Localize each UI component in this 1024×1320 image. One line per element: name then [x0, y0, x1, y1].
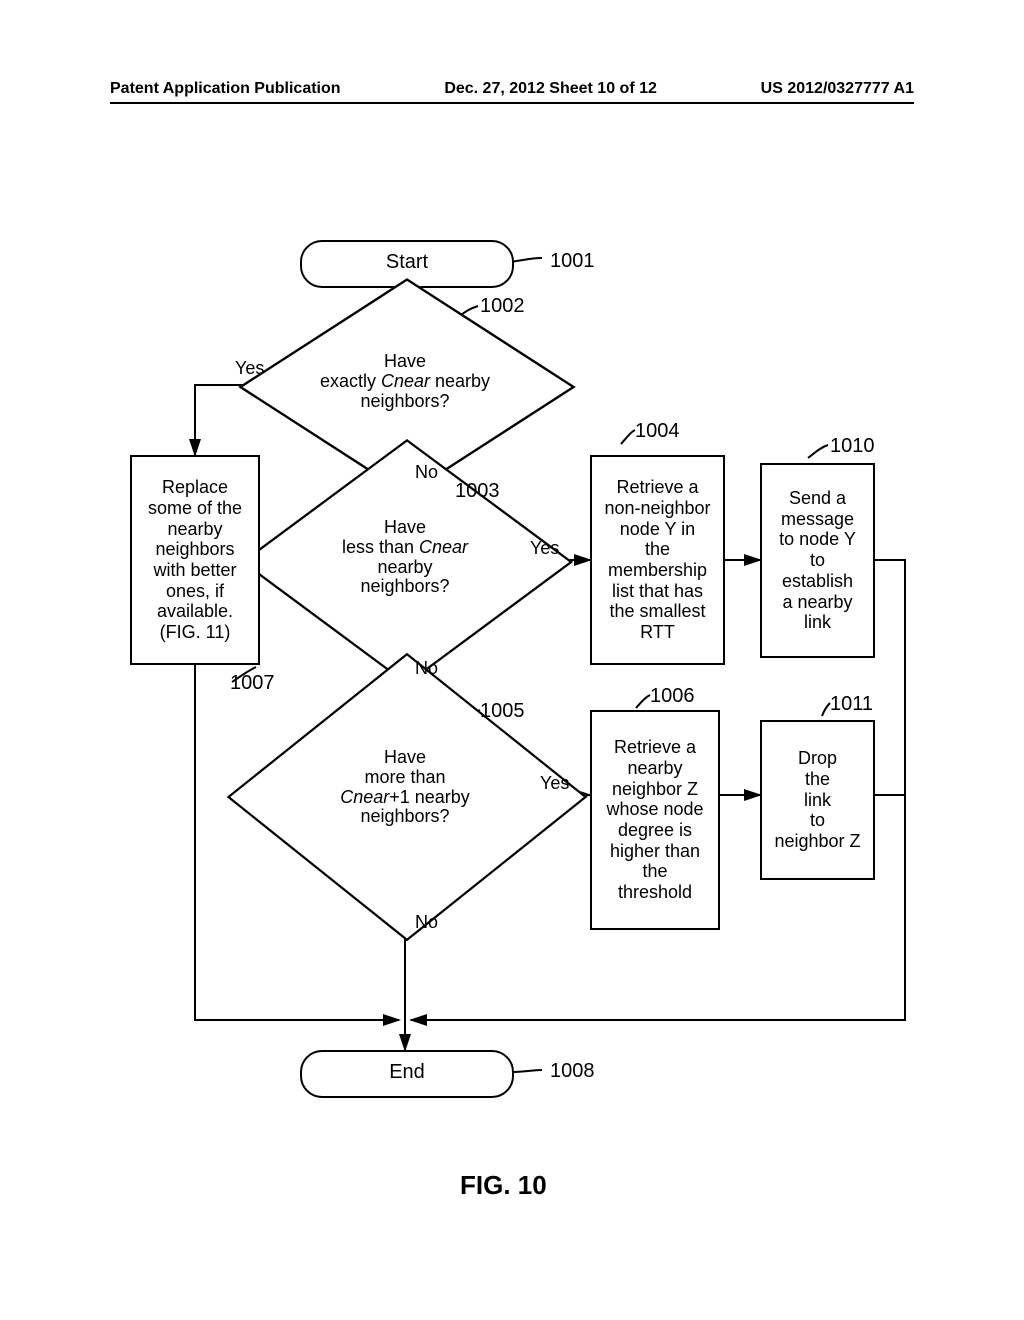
terminal-end: End: [300, 1050, 514, 1098]
ref-1010: 1010: [830, 435, 875, 458]
ref-1002: 1002: [480, 295, 525, 318]
terminal-start-label: Start: [386, 251, 428, 273]
page: Patent Application Publication Dec. 27, …: [0, 0, 1024, 1320]
ref-1003: 1003: [455, 480, 500, 503]
label-no-1005: No: [415, 912, 438, 933]
process-1006: Retrieve anearbyneighbor Zwhose nodedegr…: [590, 710, 720, 930]
label-yes-1002: Yes: [235, 358, 264, 379]
process-1010-text: Send amessageto node Ytoestablisha nearb…: [779, 488, 856, 633]
label-no-1003: No: [415, 658, 438, 679]
process-1007: Replacesome of thenearbyneighborswith be…: [130, 455, 260, 665]
process-1006-text: Retrieve anearbyneighbor Zwhose nodedegr…: [606, 737, 703, 903]
label-no-1002: No: [415, 462, 438, 483]
flowchart: Start /* replace the two diamond layers …: [110, 240, 914, 1140]
process-1004-text: Retrieve anon-neighbornode Y inthemember…: [604, 477, 710, 643]
header-right: US 2012/0327777 A1: [761, 80, 914, 98]
ref-1004: 1004: [635, 420, 680, 443]
process-1007-text: Replacesome of thenearbyneighborswith be…: [148, 477, 242, 643]
page-header: Patent Application Publication Dec. 27, …: [0, 80, 1024, 104]
process-1004: Retrieve anon-neighbornode Y inthemember…: [590, 455, 725, 665]
ref-1006: 1006: [650, 685, 695, 708]
ref-1007: 1007: [230, 672, 275, 695]
header-left: Patent Application Publication: [110, 80, 341, 98]
ref-1001: 1001: [550, 250, 595, 273]
process-1011-text: Dropthelinktoneighbor Z: [774, 748, 860, 851]
ref-1011: 1011: [830, 693, 873, 716]
process-1011: Dropthelinktoneighbor Z: [760, 720, 875, 880]
label-yes-1005: Yes: [540, 773, 569, 794]
figure-caption: FIG. 10: [460, 1170, 547, 1201]
decision-1005-text: Havemore thanCnear+1 nearbyneighbors?: [315, 748, 495, 827]
header-mid: Dec. 27, 2012 Sheet 10 of 12: [444, 80, 657, 98]
terminal-end-label: End: [389, 1061, 425, 1083]
ref-1008: 1008: [550, 1060, 595, 1083]
ref-1005: 1005: [480, 700, 525, 723]
process-1010: Send amessageto node Ytoestablisha nearb…: [760, 463, 875, 658]
label-yes-1003: Yes: [530, 538, 559, 559]
decision-1002-text: Haveexactly Cnear nearbyneighbors?: [290, 352, 520, 411]
decision-1003-text: Haveless than Cnearnearbyneighbors?: [315, 518, 495, 597]
